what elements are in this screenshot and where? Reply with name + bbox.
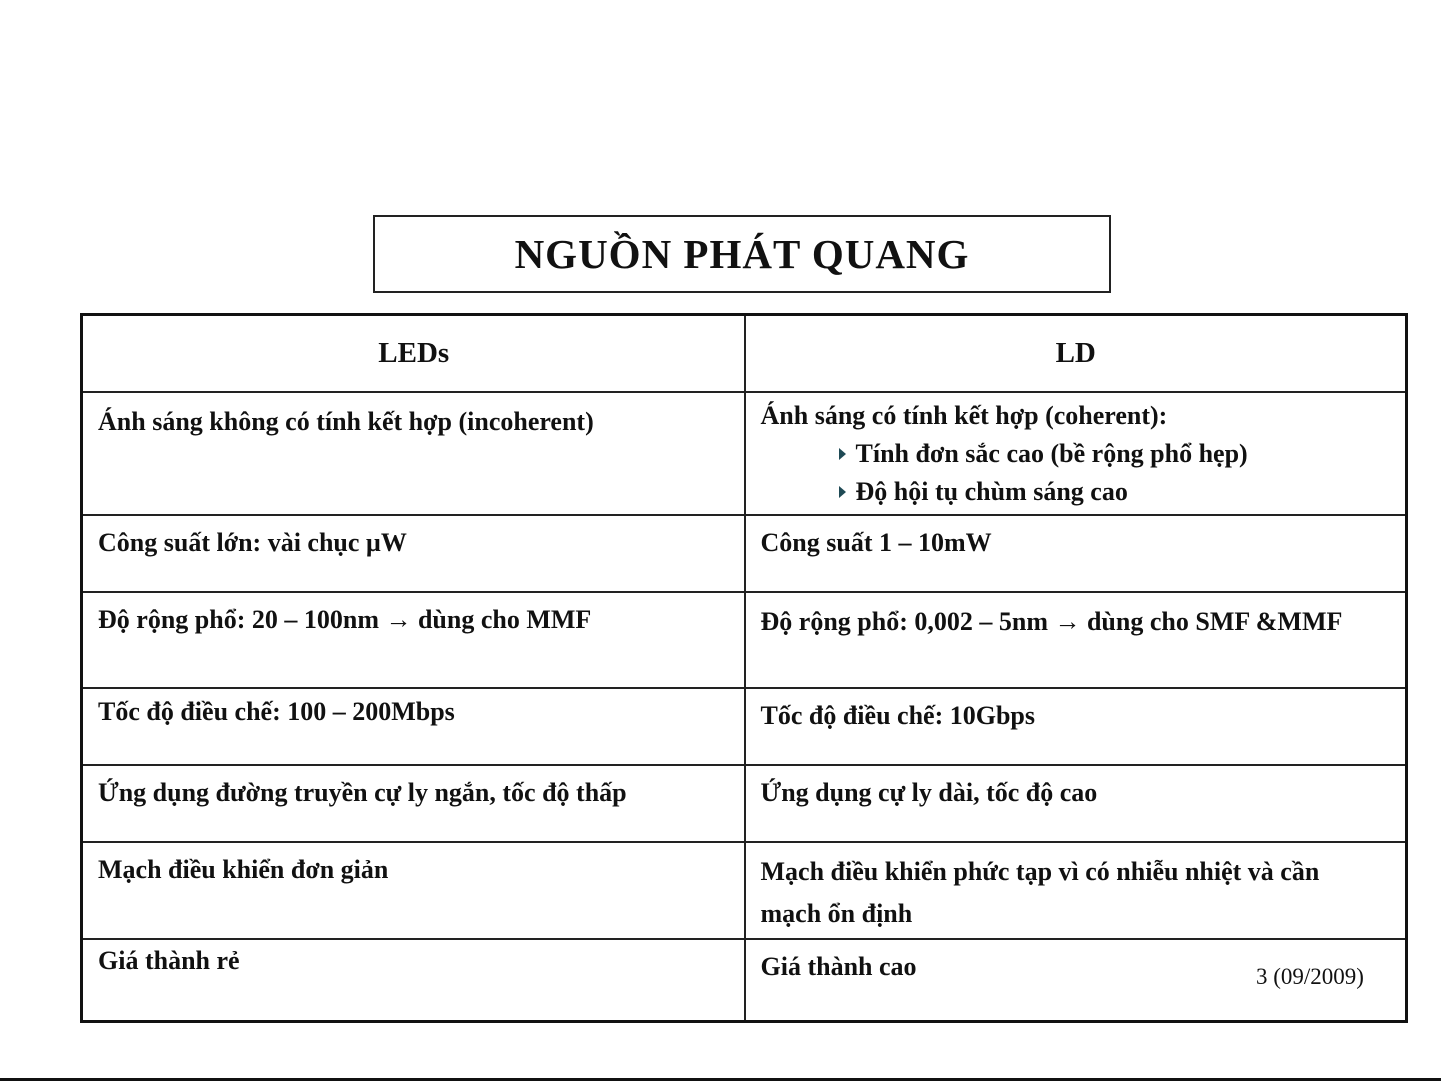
- cell-ld: Giá thành cao: [760, 951, 917, 981]
- table-row: Ứng dụng đường truyền cự ly ngắn, tốc độ…: [80, 763, 1408, 843]
- table-row: Giá thành rẻ Giá thành cao: [80, 937, 1408, 1023]
- bullet-text: Tính đơn sắc cao (bề rộng phổ hẹp): [855, 438, 1248, 468]
- comparison-table: LEDs LD Ánh sáng không có tính kết hợp (…: [80, 313, 1408, 1023]
- cell-ld: Tốc độ điều chế: 10Gbps: [760, 700, 1036, 730]
- table-row: Công suất lớn: vài chục µW Công suất 1 –…: [80, 513, 1408, 593]
- bottom-divider: [0, 1078, 1441, 1081]
- cell-led: Công suất lớn: vài chục µW: [98, 527, 407, 557]
- table-row: Tốc độ điều chế: 100 – 200Mbps Tốc độ đi…: [80, 686, 1408, 766]
- table-row: Mạch điều khiển đơn giản Mạch điều khiển…: [80, 840, 1408, 940]
- cell-ld: Ứng dụng cự ly dài, tốc độ cao: [760, 777, 1098, 807]
- header-ld: LD: [743, 313, 1408, 393]
- cell-ld: Ánh sáng có tính kết hợp (coherent):: [760, 400, 1168, 430]
- cell-led: Ứng dụng đường truyền cự ly ngắn, tốc độ…: [98, 777, 627, 807]
- cell-led: Ánh sáng không có tính kết hợp (incohere…: [98, 406, 594, 436]
- table-row: Ánh sáng không có tính kết hợp (incohere…: [80, 390, 1408, 516]
- cell-led: Mạch điều khiển đơn giản: [98, 854, 389, 884]
- cell-led: Tốc độ điều chế: 100 – 200Mbps: [98, 696, 455, 726]
- cell-ld: Công suất 1 – 10mW: [760, 527, 992, 557]
- list-item: Độ hội tụ chùm sáng cao: [761, 473, 1392, 511]
- bullet-triangle-icon: [838, 485, 846, 498]
- slide-number: 3 (09/2009): [1256, 964, 1364, 989]
- cell-led: Giá thành rẻ: [98, 945, 240, 975]
- list-item: Tính đơn sắc cao (bề rộng phổ hẹp): [761, 435, 1392, 473]
- table-header-row: LEDs LD: [80, 313, 1408, 393]
- table-row: Độ rộng phổ: 20 – 100nm → dùng cho MMF Đ…: [80, 590, 1408, 689]
- header-leds: LEDs: [80, 313, 746, 393]
- page-title: NGUỒN PHÁT QUANG: [373, 215, 1111, 293]
- bullet-text: Độ hội tụ chùm sáng cao: [855, 476, 1128, 506]
- cell-ld: Mạch điều khiển phức tạp vì có nhiễu nhi…: [760, 856, 1320, 928]
- bullet-triangle-icon: [838, 447, 846, 460]
- cell-led: Độ rộng phổ: 20 – 100nm → dùng cho MMF: [98, 604, 592, 634]
- cell-ld: Độ rộng phổ: 0,002 – 5nm → dùng cho SMF …: [760, 606, 1343, 636]
